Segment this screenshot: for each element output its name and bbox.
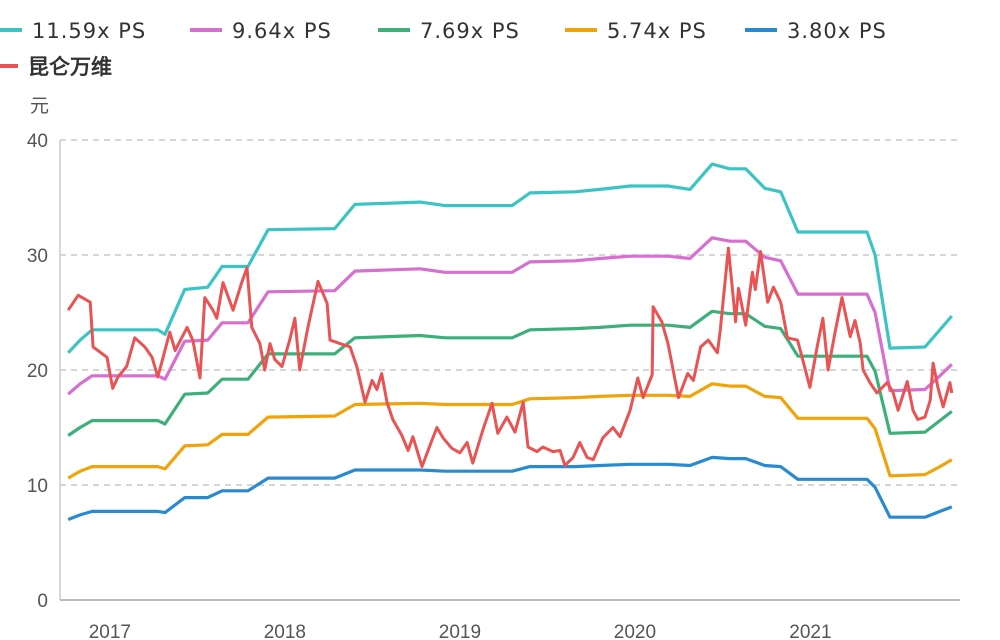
legend-label: 11.59x PS	[32, 19, 146, 43]
legend-label: 昆仑万维	[28, 55, 112, 79]
legend-label: 9.64x PS	[232, 19, 332, 43]
legend-item[interactable]: 昆仑万维	[0, 55, 112, 79]
x-tick-label: 2021	[789, 622, 831, 640]
legend: 11.59x PS 9.64x PS 7.69x PS 5.74x PS 3.80x P…	[0, 19, 887, 79]
y-axis-ticks: 0 10 20 30 40	[27, 131, 48, 612]
legend-label: 7.69x PS	[420, 19, 520, 43]
y-axis-unit: 元	[30, 95, 49, 117]
x-tick-label: 2020	[614, 622, 656, 640]
legend-item[interactable]: 3.80x PS	[745, 19, 887, 43]
series-lines	[66, 162, 954, 521]
x-tick-label: 2017	[89, 622, 131, 640]
legend-item[interactable]: 7.69x PS	[378, 19, 520, 43]
legend-label: 3.80x PS	[787, 19, 887, 43]
x-tick-label: 2019	[439, 622, 481, 640]
y-tick-label: 30	[27, 246, 48, 267]
y-tick-label: 40	[27, 131, 48, 152]
grid	[59, 139, 960, 601]
x-axis-ticks: 2017 2018 2019 2020 2021	[89, 622, 832, 640]
ps-band-line	[67, 309, 953, 437]
legend-item[interactable]: 9.64x PS	[190, 19, 332, 43]
x-tick-label: 2018	[264, 622, 306, 640]
price-line	[66, 246, 954, 469]
y-tick-label: 0	[37, 591, 48, 612]
ps-band-line	[67, 455, 953, 521]
ps-band-line	[67, 382, 953, 480]
ps-band-line	[67, 162, 954, 354]
y-tick-label: 10	[27, 476, 48, 497]
legend-item[interactable]: 11.59x PS	[0, 19, 146, 43]
y-tick-label: 20	[27, 361, 48, 382]
legend-label: 5.74x PS	[607, 19, 707, 43]
legend-item[interactable]: 5.74x PS	[565, 19, 707, 43]
